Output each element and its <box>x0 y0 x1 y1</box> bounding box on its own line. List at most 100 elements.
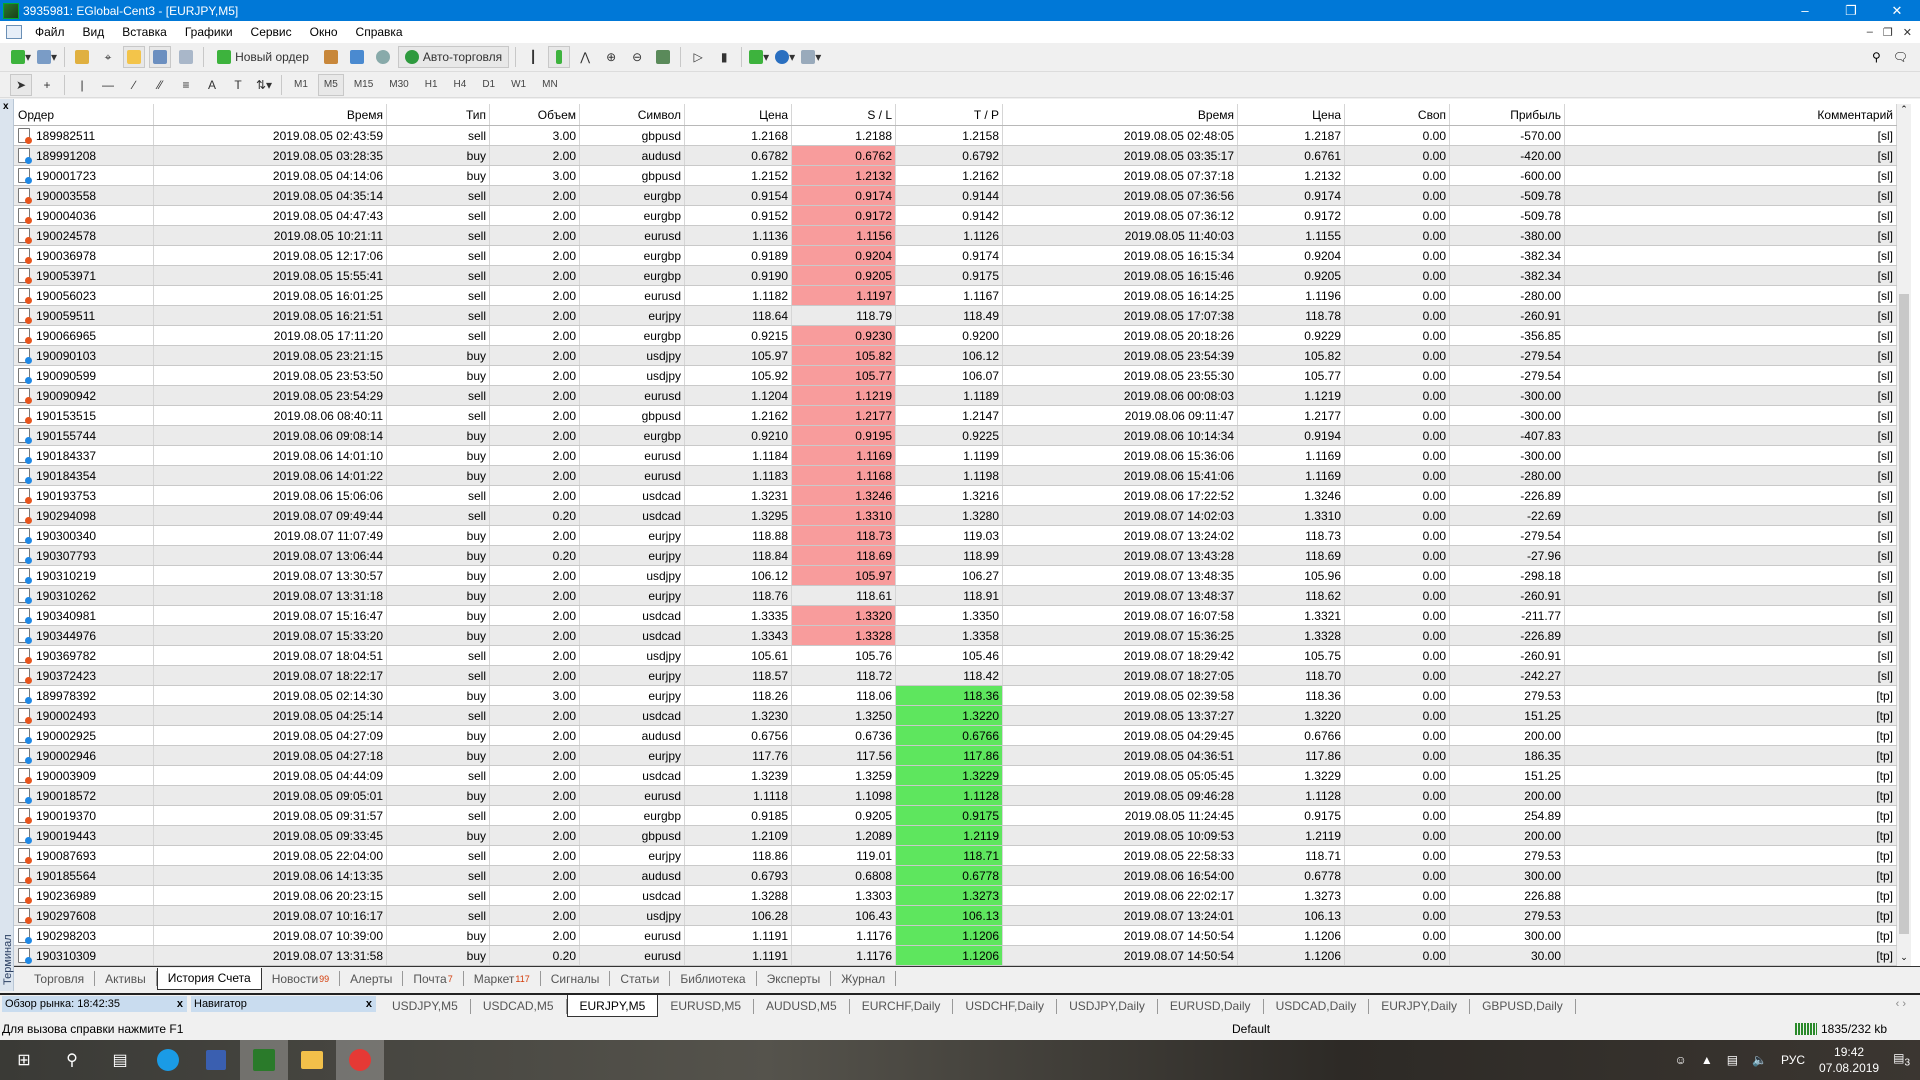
mdi-restore-button[interactable]: ❐ <box>1882 26 1893 39</box>
chart-tab[interactable]: EURUSD,M5 <box>658 998 754 1014</box>
network-icon[interactable]: ▤ <box>1726 1053 1739 1067</box>
column-header-order[interactable]: Ордер <box>14 104 154 125</box>
menu-item[interactable]: Файл <box>35 25 65 39</box>
trendline-tool[interactable]: ∕ <box>132 77 135 92</box>
autoscroll-button[interactable]: ▷ <box>693 50 703 64</box>
zoom-out-button[interactable]: ⊖ <box>632 50 643 64</box>
column-header-volume[interactable]: Объем <box>490 104 580 125</box>
clock[interactable]: 19:42 07.08.2019 <box>1819 1045 1880 1075</box>
chart-tabs-scroll-icon[interactable]: ‹ › <box>1895 998 1906 1010</box>
tab-10[interactable]: Эксперты <box>757 971 832 986</box>
arrows-tool[interactable]: ⇅▾ <box>255 77 273 92</box>
table-row[interactable]: 190019370 2019.08.05 09:31:57 sell 2.00 eurg… <box>14 806 1897 826</box>
table-row[interactable]: 189991208 2019.08.05 03:28:35 buy 2.00 audus… <box>14 146 1897 166</box>
timeframe-m15[interactable]: M15 <box>353 79 374 90</box>
network-app-icon[interactable] <box>192 1040 240 1080</box>
task-view-icon[interactable]: ▤ <box>112 1052 128 1069</box>
horizontal-line-tool[interactable]: — <box>102 77 114 92</box>
table-row[interactable]: 190294098 2019.08.07 09:49:44 sell 0.20 usdc… <box>14 506 1897 526</box>
scrollbar-thumb[interactable] <box>1899 294 1909 934</box>
column-header-open-price[interactable]: Цена <box>685 104 792 125</box>
market-watch-button[interactable] <box>71 46 93 68</box>
table-row[interactable]: 190340981 2019.08.07 15:16:47 buy 2.00 usdca… <box>14 606 1897 626</box>
timeframe-h1[interactable]: H1 <box>424 79 438 90</box>
timeframe-mn[interactable]: MN <box>542 79 558 90</box>
tab-9[interactable]: Библиотека <box>670 971 757 986</box>
tab-4[interactable]: Алерты <box>340 971 404 986</box>
table-row[interactable]: 190002493 2019.08.05 04:25:14 sell 2.00 usdc… <box>14 706 1897 726</box>
notifications-icon[interactable]: ▤3 <box>1893 1051 1910 1069</box>
text-tool[interactable]: A <box>207 77 216 92</box>
chart-tab[interactable]: AUDUSD,M5 <box>754 998 850 1014</box>
table-row[interactable]: 190090599 2019.08.05 23:53:50 buy 2.00 usdjp… <box>14 366 1897 386</box>
scroll-down-icon[interactable]: ⌄ <box>1900 952 1908 962</box>
table-row[interactable]: 190002925 2019.08.05 04:27:09 buy 2.00 audus… <box>14 726 1897 746</box>
indicators-button[interactable]: ▾ <box>748 46 770 68</box>
table-row[interactable]: 190369782 2019.08.07 18:04:51 sell 2.00 usdj… <box>14 646 1897 666</box>
timeframe-m30[interactable]: M30 <box>389 79 409 90</box>
table-row[interactable]: 190059511 2019.08.05 16:21:51 sell 2.00 eurj… <box>14 306 1897 326</box>
column-header-symbol[interactable]: Символ <box>580 104 685 125</box>
tab-11[interactable]: Журнал <box>831 971 897 986</box>
chart-tab[interactable]: USDCAD,M5 <box>471 998 567 1014</box>
table-row[interactable]: 190056023 2019.08.05 16:01:25 sell 2.00 euru… <box>14 286 1897 306</box>
timeframe-m5[interactable]: M5 <box>317 73 344 96</box>
table-row[interactable]: 190236989 2019.08.06 20:23:15 sell 2.00 usdc… <box>14 886 1897 906</box>
scroll-up-icon[interactable]: ⌃ <box>1900 104 1908 114</box>
table-row[interactable]: 190372423 2019.08.07 18:22:17 sell 2.00 eurj… <box>14 666 1897 686</box>
vertical-scrollbar[interactable]: ⌃ ⌄ <box>1897 104 1911 966</box>
table-row[interactable]: 190307793 2019.08.07 13:06:44 buy 0.20 eurjp… <box>14 546 1897 566</box>
language-indicator[interactable]: РУС <box>1781 1053 1806 1067</box>
strategy-tester-button[interactable] <box>175 46 197 68</box>
volume-icon[interactable]: 🔈 <box>1752 1053 1767 1067</box>
column-header-open-time[interactable]: Время <box>154 104 387 125</box>
tab-1[interactable]: Активы <box>95 971 157 986</box>
tab-6[interactable]: Маркет 117 <box>464 971 541 986</box>
fibonacci-tool[interactable]: ≡ <box>182 77 190 92</box>
tile-windows-button[interactable] <box>652 46 674 68</box>
auto-trading-button[interactable]: Авто-торговля <box>397 46 510 68</box>
table-row[interactable]: 190003558 2019.08.05 04:35:14 sell 2.00 eurg… <box>14 186 1897 206</box>
candlestick-button[interactable] <box>548 46 571 68</box>
zoom-in-button[interactable]: ⊕ <box>606 50 617 64</box>
table-row[interactable]: 190184337 2019.08.06 14:01:10 buy 2.00 eurus… <box>14 446 1897 466</box>
mdi-close-button[interactable]: ✕ <box>1902 26 1912 39</box>
column-header-take-profit[interactable]: T / P <box>896 104 1003 125</box>
line-chart-button[interactable]: ⋀ <box>580 50 591 64</box>
file-explorer-icon[interactable] <box>288 1040 336 1080</box>
timeframe-h4[interactable]: H4 <box>453 79 467 90</box>
table-row[interactable]: 190053971 2019.08.05 15:55:41 sell 2.00 eurg… <box>14 266 1897 286</box>
metaeditor-button[interactable] <box>320 46 342 68</box>
table-row[interactable]: 190344976 2019.08.07 15:33:20 buy 2.00 usdca… <box>14 626 1897 646</box>
table-row[interactable]: 190300340 2019.08.07 11:07:49 buy 2.00 eurjp… <box>14 526 1897 546</box>
tray-expand-icon[interactable]: ▲ <box>1700 1053 1713 1067</box>
signals-button[interactable] <box>346 46 368 68</box>
chart-tab[interactable]: EURCHF,Daily <box>850 998 954 1014</box>
table-row[interactable]: 190036978 2019.08.05 12:17:06 sell 2.00 eurg… <box>14 246 1897 266</box>
table-row[interactable]: 190090103 2019.08.05 23:21:15 buy 2.00 usdjp… <box>14 346 1897 366</box>
table-row[interactable]: 190019443 2019.08.05 09:33:45 buy 2.00 gbpus… <box>14 826 1897 846</box>
menu-item[interactable]: Вид <box>82 25 105 39</box>
tab-0[interactable]: Торговля <box>24 971 96 986</box>
column-header-profit[interactable]: Прибыль <box>1450 104 1565 125</box>
timeframe-w1[interactable]: W1 <box>511 79 527 90</box>
chart-window-icon[interactable] <box>6 25 22 39</box>
tab-7[interactable]: Сигналы <box>541 971 611 986</box>
table-row[interactable]: 190297608 2019.08.07 10:16:17 sell 2.00 usdj… <box>14 906 1897 926</box>
tab-5[interactable]: Почта 7 <box>403 971 464 986</box>
column-header-swap[interactable]: Своп <box>1345 104 1450 125</box>
maximize-button[interactable]: ❐ <box>1845 2 1857 18</box>
column-header-close-time[interactable]: Время <box>1003 104 1238 125</box>
skype-icon[interactable] <box>144 1040 192 1080</box>
bar-chart-button[interactable]: ┃ <box>529 50 537 64</box>
chart-tab[interactable]: USDCHF,Daily <box>953 998 1058 1014</box>
table-row[interactable]: 190185564 2019.08.06 14:13:35 sell 2.00 audu… <box>14 866 1897 886</box>
crosshair-tool[interactable]: + <box>43 77 51 92</box>
people-icon[interactable]: ☺ <box>1674 1053 1687 1067</box>
chart-tab[interactable]: EURUSD,Daily <box>1158 998 1264 1014</box>
text-label-tool[interactable]: T <box>234 77 242 92</box>
tab-2[interactable]: История Счета <box>156 967 262 990</box>
column-header-close-price[interactable]: Цена <box>1238 104 1345 125</box>
table-row[interactable]: 190298203 2019.08.07 10:39:00 buy 2.00 eurus… <box>14 926 1897 946</box>
menu-item[interactable]: Окно <box>309 25 338 39</box>
